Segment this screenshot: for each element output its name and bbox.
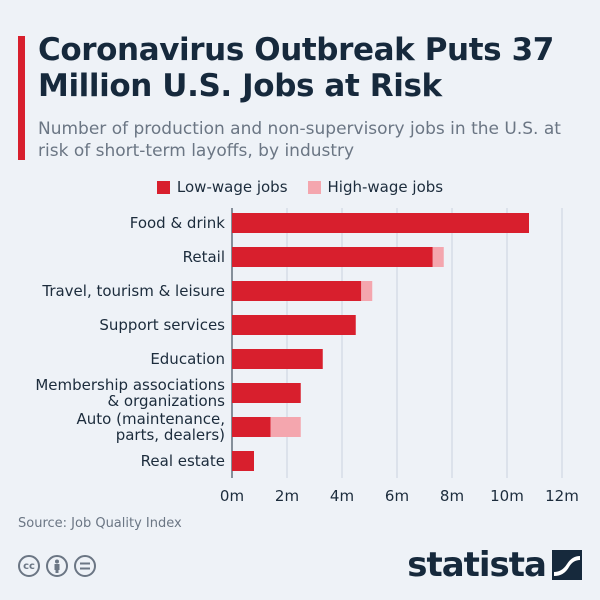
legend-label-high: High-wage jobs — [327, 178, 444, 196]
bar-low-wage — [232, 281, 362, 301]
source-note: Source: Job Quality Index — [18, 516, 182, 531]
category-label: Auto (maintenance, — [77, 410, 225, 428]
category-label: Travel, tourism & leisure — [41, 282, 225, 300]
bar-low-wage — [232, 383, 301, 403]
x-tick-label: 0m — [220, 487, 244, 505]
x-tick-label: 10m — [490, 487, 524, 505]
x-tick-label: 4m — [330, 487, 354, 505]
bar-low-wage — [232, 315, 356, 335]
statista-logo[interactable]: statista — [407, 545, 582, 585]
creative-commons-icon[interactable]: cc — [18, 555, 40, 577]
legend-item-low: Low-wage jobs — [156, 178, 288, 196]
legend-swatch-high — [307, 180, 321, 194]
bar-low-wage — [232, 247, 433, 267]
bar-low-wage — [232, 417, 271, 437]
chart-legend: Low-wage jobs High-wage jobs — [0, 178, 600, 196]
legend-item-high: High-wage jobs — [307, 178, 444, 196]
x-tick-label: 6m — [385, 487, 409, 505]
category-label: & organizations — [107, 392, 225, 410]
category-label: Retail — [183, 248, 225, 266]
bar-high-wage — [361, 281, 373, 301]
chart-subtitle: Number of production and non-supervisory… — [38, 119, 561, 161]
category-label: Support services — [99, 316, 225, 334]
legend-swatch-low — [156, 180, 170, 194]
category-label: Membership associations — [35, 376, 225, 394]
license-icons: cc — [18, 555, 96, 577]
bar-high-wage — [270, 417, 301, 437]
category-label: parts, dealers) — [116, 426, 225, 444]
attribution-icon[interactable] — [46, 555, 68, 577]
statista-wordmark: statista — [407, 545, 547, 585]
x-tick-label: 12m — [545, 487, 579, 505]
legend-label-low: Low-wage jobs — [176, 178, 288, 196]
x-tick-label: 8m — [440, 487, 464, 505]
title-accent-bar — [18, 36, 25, 160]
no-derivatives-icon[interactable] — [74, 555, 96, 577]
bar-low-wage — [232, 349, 323, 369]
statista-logo-icon — [552, 550, 582, 580]
x-tick-label: 2m — [275, 487, 299, 505]
category-label: Real estate — [141, 452, 225, 470]
bar-high-wage — [432, 247, 444, 267]
category-label: Education — [150, 350, 225, 368]
bar-low-wage — [232, 213, 529, 233]
category-label: Food & drink — [130, 214, 226, 232]
chart-title: Coronavirus Outbreak Puts 37 Million U.S… — [38, 32, 554, 104]
bar-low-wage — [232, 451, 254, 471]
